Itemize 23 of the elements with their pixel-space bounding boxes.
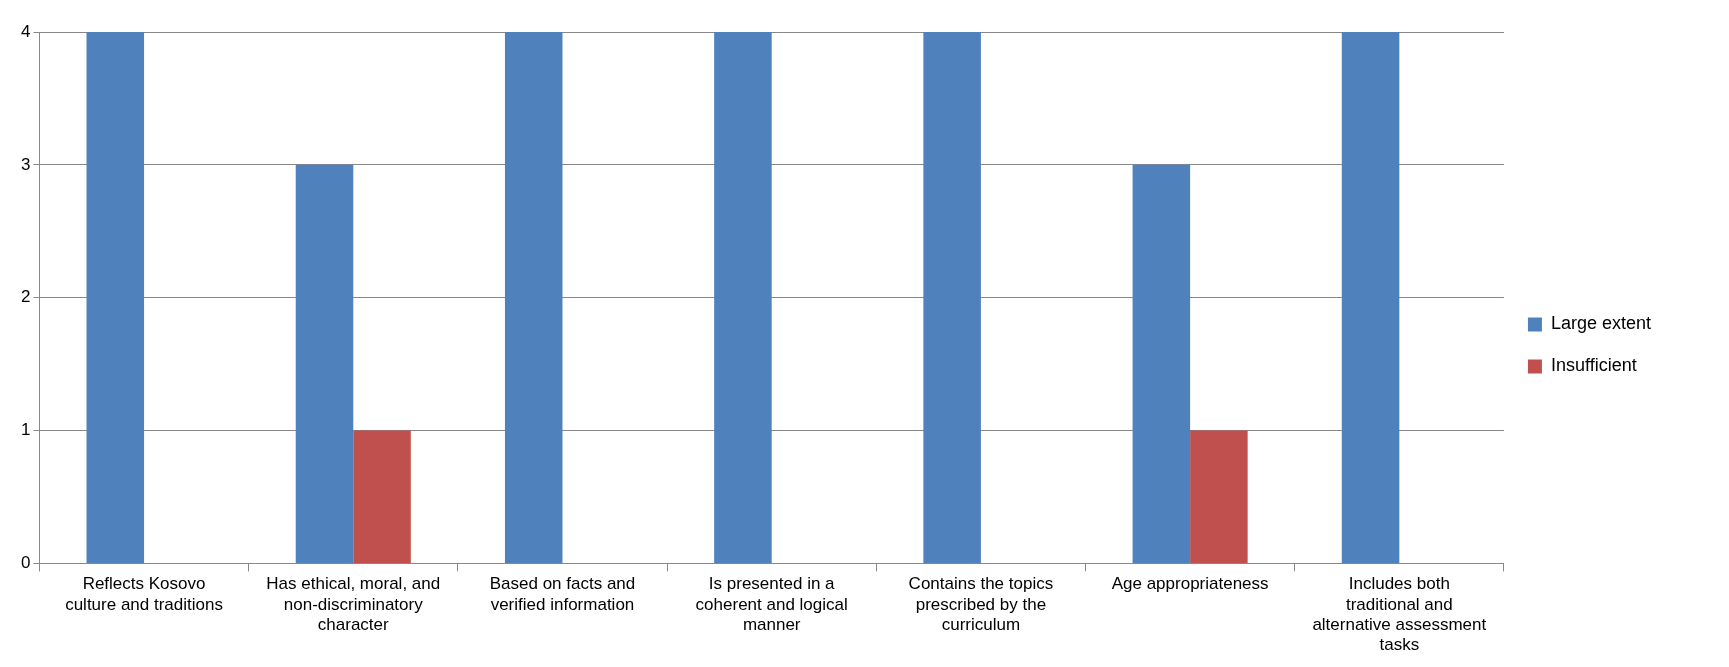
legend-label: Insufficient	[1550, 355, 1637, 376]
bar	[1190, 430, 1248, 563]
bar	[295, 164, 354, 563]
x-tick-label: Is presented in a coherent and logical manner	[695, 574, 848, 635]
bar	[86, 32, 145, 563]
bar	[714, 32, 772, 563]
legend-label: Large extent	[1550, 313, 1652, 334]
x-tick-label: Has ethical, moral, and non-discriminatory character	[266, 574, 441, 635]
y-tick-label: 1	[20, 420, 31, 440]
bar	[504, 32, 563, 563]
y-tick-label: 4	[20, 21, 31, 41]
x-tick-label: Based on facts and verified information	[489, 574, 636, 614]
y-tick-label: 0	[20, 553, 31, 573]
bar	[1341, 32, 1400, 563]
x-tick-label: Age appropriateness	[1111, 574, 1269, 594]
x-tick-label: Contains the topics prescribed by the curriculum	[908, 574, 1054, 635]
x-tick-label: Reflects Kosovo culture and traditions	[65, 574, 223, 614]
bar	[353, 430, 411, 563]
y-tick-label: 2	[20, 287, 31, 307]
bar	[1132, 164, 1191, 563]
x-tick-label: Includes both traditional and alternative assessment tasks	[1312, 574, 1487, 655]
bar	[923, 32, 981, 563]
y-tick-label: 3	[20, 154, 31, 174]
